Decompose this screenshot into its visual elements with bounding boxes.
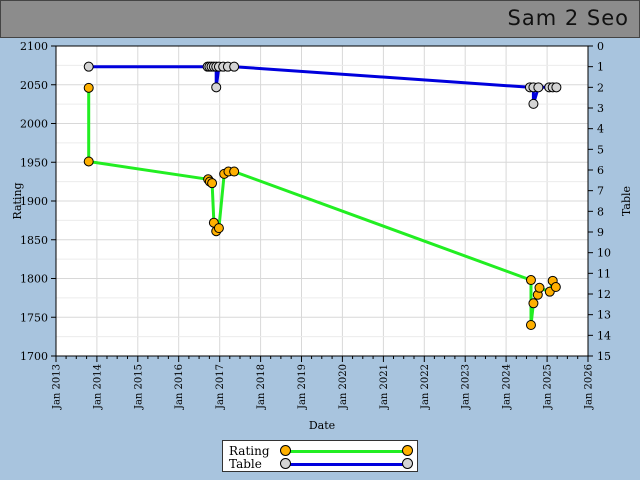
y2-tick-label: 14 [597, 329, 611, 342]
data-point-rating [83, 156, 94, 167]
x-tick-label: Jan 2020 [338, 364, 349, 410]
data-point-table [551, 82, 562, 93]
data-point-rating [207, 178, 218, 189]
y2-tick-label: 15 [597, 350, 611, 363]
data-point-rating [550, 282, 561, 293]
y-tick-label: 1700 [20, 350, 48, 363]
legend-marker-rating [280, 445, 291, 456]
data-point-table [533, 82, 544, 93]
legend-marker-rating [402, 445, 413, 456]
y-tick-label: 2050 [20, 79, 48, 92]
y2-tick-label: 1 [597, 61, 604, 74]
legend-item-rating: Rating [229, 444, 415, 458]
y-tick-label: 1800 [20, 273, 48, 286]
x-tick-label: Jan 2023 [461, 364, 472, 410]
y-tick-label: 1750 [20, 311, 48, 324]
x-tick-label: Jan 2016 [174, 364, 185, 410]
data-point-rating [83, 82, 94, 93]
legend: Rating Table [222, 440, 418, 472]
y2-tick-label: 12 [597, 288, 611, 301]
y2-tick-label: 6 [597, 164, 604, 177]
x-tick-label: Jan 2013 [52, 364, 63, 410]
y2-axis-label: Table [620, 186, 633, 216]
y-tick-label: 2000 [20, 118, 48, 131]
y-tick-label: 2100 [20, 40, 48, 53]
data-point-table [229, 61, 240, 72]
plot-frame [55, 45, 589, 357]
y2-tick-label: 7 [597, 185, 604, 198]
y2-tick-label: 0 [597, 40, 604, 53]
x-tick-label: Jan 2025 [543, 364, 554, 410]
x-tick-label: Jan 2018 [256, 364, 267, 410]
legend-label-rating: Rating [229, 444, 270, 458]
legend-line-table [285, 463, 409, 466]
y2-tick-label: 11 [597, 267, 611, 280]
y2-tick-label: 3 [597, 102, 604, 115]
y-tick-label: 1900 [20, 195, 48, 208]
x-tick-label: Jan 2026 [584, 364, 595, 410]
data-point-rating [525, 320, 536, 330]
x-tick-label: Jan 2019 [297, 364, 308, 410]
data-point-rating [525, 275, 536, 286]
y-axis-label: Rating [11, 182, 24, 219]
legend-item-table: Table [229, 457, 415, 471]
data-point-rating [534, 282, 545, 293]
x-tick-label: Jan 2014 [92, 364, 103, 410]
legend-label-table: Table [229, 457, 262, 471]
y-tick-label: 1850 [20, 234, 48, 247]
rating-table-chart: Jan 2013 Jan 2014 Jan 2015 Jan 2016 Jan 2017… [11, 40, 633, 432]
x-tick-label: Jan 2021 [379, 364, 390, 410]
y2-tick-label: 10 [597, 247, 611, 260]
legend-marker-table [280, 458, 291, 469]
y2-tick-label: 9 [597, 226, 604, 239]
legend-marker-table [402, 458, 413, 469]
y2-tick-label: 5 [597, 143, 604, 156]
data-point-rating [229, 166, 240, 177]
data-point-table [528, 98, 539, 109]
x-tick-label: Jan 2022 [420, 364, 431, 410]
data-point-rating [213, 223, 224, 234]
legend-line-rating [285, 450, 409, 453]
data-point-table [211, 82, 222, 93]
x-tick-label: Jan 2024 [502, 364, 513, 410]
x-tick-label: Jan 2015 [133, 364, 144, 410]
header-bar: Sam 2 Seo [0, 0, 640, 38]
x-tick-label: Jan 2017 [215, 364, 226, 410]
y2-tick-label: 13 [597, 309, 611, 322]
y2-tick-label: 2 [597, 81, 604, 94]
data-point-rating [528, 298, 539, 309]
x-axis-label: Date [309, 419, 335, 432]
y2-tick-label: 4 [597, 123, 604, 136]
y-tick-label: 1950 [20, 156, 48, 169]
y2-tick-label: 8 [597, 205, 604, 218]
player-name-title: Sam 2 Seo [507, 6, 629, 30]
data-point-table [83, 61, 94, 72]
